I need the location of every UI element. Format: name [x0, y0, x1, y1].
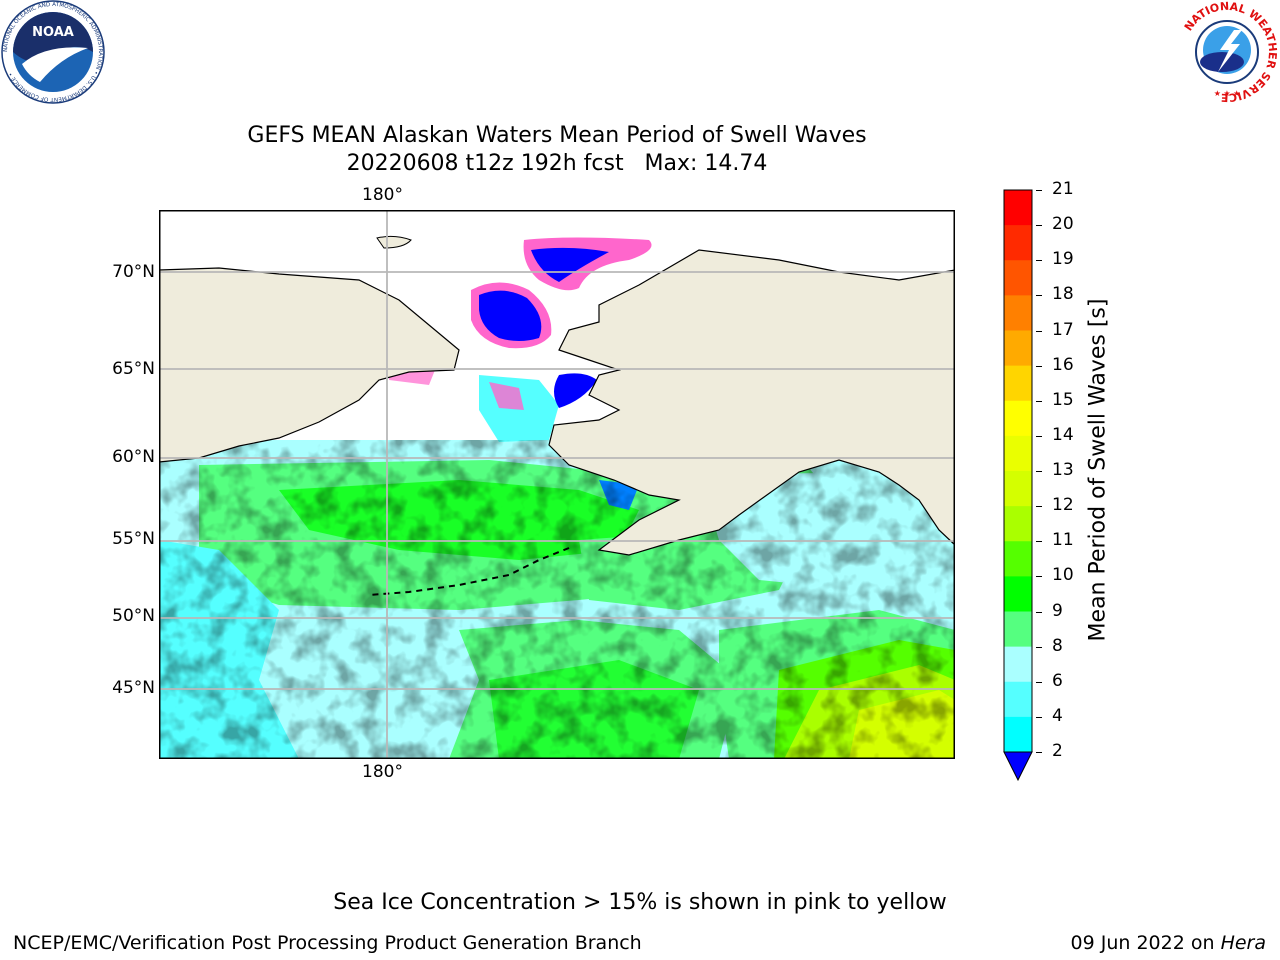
colorbar-segment: [1004, 541, 1032, 577]
lat-label-65: 65°N: [112, 359, 155, 379]
map-subtitle: 20220608 t12z 192h fcst Max: 14.74: [346, 151, 768, 176]
lat-label-45: 45°N: [112, 678, 155, 698]
lat-label-60: 60°N: [112, 447, 155, 467]
footer-date: 09 Jun 2022 on Hera: [1071, 932, 1266, 954]
lat-label-50: 50°N: [112, 606, 155, 626]
colorbar-tick-label: 20: [1052, 214, 1074, 235]
colorbar-tick-mark: [1036, 190, 1042, 191]
colorbar-segment: [1004, 190, 1032, 226]
colorbar-tick-label: 4: [1052, 705, 1063, 726]
lat-label-55: 55°N: [112, 529, 155, 549]
colorbar-tick-mark: [1036, 681, 1042, 683]
colorbar-tick-label: 21: [1052, 179, 1074, 199]
colorbar-tick-mark: [1036, 646, 1042, 648]
colorbar-tick-label: 15: [1052, 389, 1074, 410]
colorbar-tick-mark: [1036, 225, 1042, 227]
colorbar-tick-mark: [1036, 435, 1042, 437]
colorbar-tick-mark: [1036, 716, 1042, 718]
colorbar-tick-mark: [1036, 400, 1042, 402]
colorbar-tick-label: 13: [1052, 460, 1074, 480]
colorbar-segment: [1004, 611, 1032, 648]
colorbar-tick-mark: [1036, 260, 1042, 262]
map-title: GEFS MEAN Alaskan Waters Mean Period of …: [247, 123, 867, 148]
colorbar-segment: [1004, 506, 1032, 542]
noaa-logo: NATIONAL OCEANIC AND ATMOSPHERIC ADMINIS…: [0, 0, 106, 104]
svg-text:★ ★ ★: ★ ★ ★: [1214, 89, 1241, 98]
colorbar-segment: [1004, 365, 1032, 402]
map-panel: [158, 210, 956, 763]
colorbar-tick-mark: [1036, 576, 1042, 578]
colorbar-extend-arrow: [1003, 751, 1033, 782]
graticule: [159, 210, 955, 759]
colorbar-tick-label: 6: [1052, 670, 1063, 691]
colorbar-segment: [1004, 260, 1032, 296]
colorbar-tick-label: 18: [1052, 284, 1074, 305]
colorbar-tick-mark: [1036, 330, 1042, 332]
colorbar-tick-label: 14: [1052, 424, 1074, 445]
colorbar-label: Mean Period of Swell Waves [s]: [1085, 298, 1111, 642]
colorbar-tick-label: 12: [1052, 495, 1074, 516]
colorbar-tick-label: 10: [1052, 565, 1074, 586]
colorbar-tick-label: 9: [1052, 600, 1063, 621]
colorbar-tick-mark: [1036, 295, 1042, 297]
land-areas: [158, 210, 956, 596]
colorbar-tick-label: 8: [1052, 635, 1063, 656]
colorbar-segment: [1004, 295, 1032, 331]
colorbar-segment: [1004, 576, 1032, 612]
colorbar-segment: [1004, 225, 1032, 261]
colorbar-tick-label: 17: [1052, 319, 1074, 340]
colorbar: [1000, 186, 1040, 790]
colorbar-segment: [1004, 330, 1032, 367]
colorbar-tick-mark: [1036, 506, 1042, 508]
colorbar-border: [1003, 189, 1033, 753]
colorbar-segment: [1004, 646, 1032, 683]
nws-logo: NATIONAL WEATHER SERVICE ★ ★ ★: [1174, 0, 1280, 104]
colorbar-tick-mark: [1036, 541, 1042, 543]
colorbar-segment: [1004, 681, 1032, 718]
colorbar-tick-mark: [1036, 365, 1042, 367]
colorbar-tick-label: 19: [1052, 249, 1074, 270]
footer-date-text: 09 Jun 2022 on: [1070, 932, 1221, 954]
sea-ice-note: Sea Ice Concentration > 15% is shown in …: [333, 890, 947, 915]
colorbar-segment: [1004, 471, 1032, 507]
colorbar-tick-label: 16: [1052, 354, 1074, 375]
footer-branch: NCEP/EMC/Verification Post Processing Pr…: [13, 932, 642, 954]
colorbar-tick-label: 11: [1052, 530, 1074, 551]
colorbar-segment: [1004, 716, 1032, 753]
colorbar-tick-mark: [1036, 471, 1042, 472]
svg-text:NOAA: NOAA: [32, 25, 74, 40]
colorbar-segment: [1004, 400, 1032, 437]
colorbar-segment: [1004, 435, 1032, 472]
bottom-lon-label: 180°: [362, 762, 403, 782]
footer-machine: Hera: [1220, 932, 1266, 954]
colorbar-tick-mark: [1036, 752, 1042, 753]
colorbar-tick-mark: [1036, 611, 1042, 613]
colorbar-tick-label: 2: [1052, 741, 1063, 761]
lat-label-70: 70°N: [112, 262, 155, 282]
top-lon-label: 180°: [362, 185, 403, 205]
